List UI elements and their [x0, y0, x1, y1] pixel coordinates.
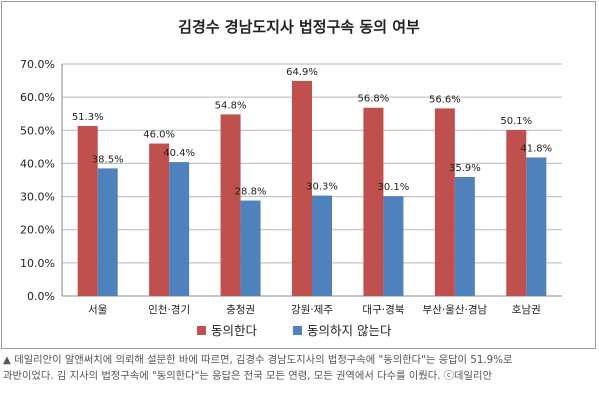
- x-axis-ticks: 서울 인천·경기 충청권 강원·제주 대구·경북 부산·울산·경남 호남권: [88, 303, 541, 316]
- data-label: 30.1%: [378, 182, 410, 193]
- bar-disagree: [383, 196, 404, 296]
- bar-disagree: [97, 168, 118, 296]
- bar-agree: [434, 108, 455, 296]
- x-tick-label: 강원·제주: [291, 304, 333, 316]
- data-label: 56.6%: [429, 94, 461, 105]
- y-tick-label: 40.0%: [20, 157, 55, 170]
- y-axis-ticks: 0.0% 10.0% 20.0% 30.0% 40.0% 50.0% 60.0% 70.0%: [20, 58, 55, 303]
- x-tick-label: 대구·경북: [362, 303, 404, 316]
- x-tick-label: 부산·울산·경남: [423, 303, 488, 316]
- y-tick-label: 60.0%: [20, 91, 55, 104]
- data-label: 40.4%: [163, 148, 195, 159]
- data-label: 28.8%: [235, 187, 267, 198]
- y-tick-label: 0.0%: [27, 290, 55, 303]
- x-tick-label: 호남권: [512, 304, 541, 316]
- data-label: 46.0%: [143, 130, 175, 141]
- data-label: 35.9%: [449, 163, 481, 174]
- bar-agree: [149, 143, 170, 296]
- y-tick-label: 30.0%: [20, 191, 55, 204]
- x-tick-label: 충청권: [226, 304, 255, 316]
- data-label: 51.3%: [72, 112, 104, 123]
- chart-panel: 김경수 경남도지사 법정구속 동의 여부 0.0% 10.0% 20.0% 30.0%…: [1, 1, 596, 349]
- data-label: 30.3%: [306, 182, 338, 193]
- data-label: 56.8%: [358, 94, 390, 105]
- bar-agree: [363, 107, 384, 297]
- chart-title: 김경수 경남도지사 법정구속 동의 여부: [178, 18, 420, 36]
- legend-label: 동의한다: [211, 323, 258, 338]
- bar-disagree: [526, 157, 547, 296]
- x-tick-label: 인천·경기: [148, 303, 190, 316]
- data-label: 41.8%: [520, 143, 552, 154]
- bar-disagree: [169, 162, 190, 296]
- bar-agree: [506, 129, 527, 296]
- data-labels: 51.3% 38.5% 46.0% 40.4% 54.8% 28.8% 64.9% 30.3%…: [72, 67, 552, 198]
- caption-line-2: 과반이었다. 김 지사의 법정구속에 "동의한다"는 응답은 전국 모든 연령,…: [3, 370, 492, 382]
- bar-disagree: [312, 195, 332, 296]
- y-tick-label: 70.0%: [20, 58, 55, 71]
- bar-agree: [292, 80, 312, 296]
- bars: [77, 80, 547, 297]
- data-label: 54.8%: [215, 100, 247, 111]
- legend: 동의한다 동의하지 않는다: [197, 323, 392, 338]
- photo-caption: ▲ 데일리안이 알앤써치에 의뢰해 설문한 바에 따르면, 김경수 경남도지사의…: [3, 352, 597, 384]
- bar-disagree: [240, 200, 261, 296]
- bar-disagree: [454, 177, 475, 296]
- data-label: 38.5%: [92, 154, 124, 165]
- bar-chart: 김경수 경남도지사 법정구속 동의 여부 0.0% 10.0% 20.0% 30.0%…: [20, 18, 562, 338]
- y-tick-label: 20.0%: [20, 224, 55, 237]
- x-tick-label: 서울: [88, 304, 108, 316]
- bar-agree: [77, 125, 98, 296]
- caption-line-1: ▲ 데일리안이 알앤써치에 의뢰해 설문한 바에 따르면, 김경수 경남도지사의…: [3, 354, 513, 366]
- data-label: 64.9%: [286, 67, 318, 78]
- data-label: 50.1%: [500, 116, 532, 127]
- legend-swatch: [293, 326, 302, 335]
- legend-swatch: [197, 326, 206, 335]
- y-tick-label: 50.0%: [20, 124, 55, 137]
- y-tick-label: 10.0%: [20, 257, 55, 270]
- legend-label: 동의하지 않는다: [307, 323, 392, 338]
- bar-agree: [220, 114, 241, 297]
